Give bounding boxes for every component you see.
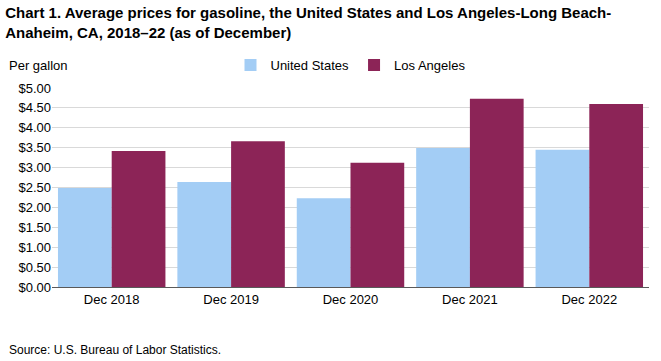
svg-text:Dec 2018: Dec 2018: [84, 292, 140, 307]
svg-text:$4.50: $4.50: [18, 100, 51, 115]
svg-text:$2.50: $2.50: [18, 180, 51, 195]
svg-text:Dec 2020: Dec 2020: [323, 292, 379, 307]
svg-text:Per gallon: Per gallon: [9, 58, 68, 73]
svg-text:United States: United States: [271, 58, 350, 73]
svg-text:$2.00: $2.00: [18, 200, 51, 215]
svg-text:$1.00: $1.00: [18, 240, 51, 255]
svg-text:$3.50: $3.50: [18, 140, 51, 155]
svg-text:Los Angeles: Los Angeles: [394, 58, 465, 73]
svg-text:$3.00: $3.00: [18, 160, 51, 175]
svg-text:Chart 1. Average prices for ga: Chart 1. Average prices for gasoline, th…: [5, 4, 611, 41]
svg-text:$1.50: $1.50: [18, 220, 51, 235]
svg-text:$0.00: $0.00: [18, 280, 51, 295]
svg-text:$4.00: $4.00: [18, 120, 51, 135]
svg-text:$5.00: $5.00: [18, 81, 51, 96]
svg-text:Dec 2022: Dec 2022: [561, 292, 617, 307]
svg-text:Source: U.S. Bureau of Labor S: Source: U.S. Bureau of Labor Statistics.: [9, 343, 221, 357]
svg-text:Dec 2019: Dec 2019: [203, 292, 259, 307]
svg-text:$0.50: $0.50: [18, 260, 51, 275]
svg-text:Dec 2021: Dec 2021: [442, 292, 498, 307]
